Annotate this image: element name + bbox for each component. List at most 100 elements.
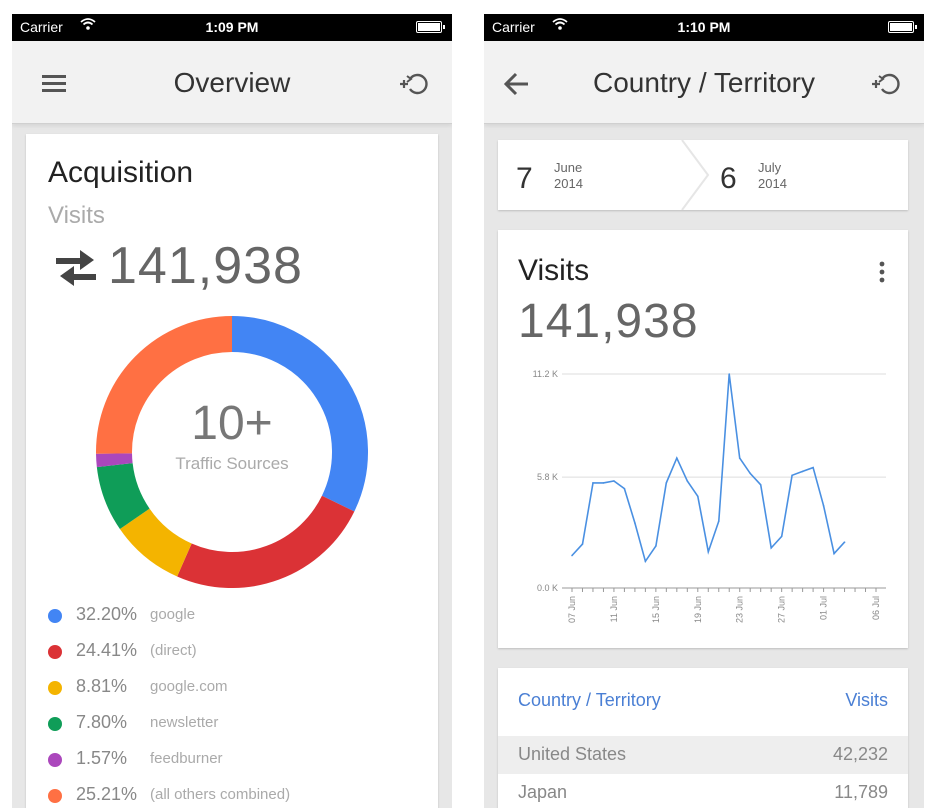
wifi-icon bbox=[552, 17, 568, 34]
end-month: July bbox=[758, 160, 782, 175]
x-tick-label: 23 Jun bbox=[735, 596, 745, 623]
legend-item[interactable]: 25.21% (all others combined) bbox=[48, 784, 428, 808]
legend-item[interactable]: 24.41% (direct) bbox=[48, 640, 428, 676]
data-point[interactable] bbox=[623, 487, 626, 490]
add-segment-icon[interactable] bbox=[868, 67, 902, 101]
donut-slice-all-others-combined[interactable] bbox=[96, 316, 233, 454]
legend-item[interactable]: 32.20% google bbox=[48, 604, 428, 640]
donut-center-label: Traffic Sources bbox=[175, 454, 289, 473]
data-point[interactable] bbox=[833, 552, 835, 555]
date-range-picker[interactable]: 7 June 2014 6 July 2014 bbox=[498, 139, 908, 211]
country-visits: 11,789 bbox=[834, 782, 888, 802]
legend-color-dot bbox=[48, 753, 62, 767]
app-bar: Country / Territory bbox=[484, 41, 924, 124]
visits-series-line bbox=[571, 373, 846, 564]
legend-source: newsletter bbox=[150, 714, 219, 731]
data-point[interactable] bbox=[602, 482, 605, 484]
visits-total: 141,938 bbox=[518, 295, 699, 348]
card-title: Acquisition bbox=[48, 156, 194, 189]
data-point[interactable] bbox=[676, 457, 678, 459]
data-point[interactable] bbox=[581, 543, 584, 545]
data-point[interactable] bbox=[791, 474, 793, 477]
data-point[interactable] bbox=[571, 554, 573, 557]
x-tick-label: 07 Jun bbox=[567, 596, 577, 623]
y-tick-label: 0.0 K bbox=[537, 583, 558, 593]
legend-color-dot bbox=[48, 789, 62, 803]
legend-color-dot bbox=[48, 717, 62, 731]
visits-line-chart[interactable]: 0.0 K 5.8 K 11.2 K 07 Jun 11 Jun 15 Jun 19 Jun… bbox=[498, 360, 908, 648]
data-point[interactable] bbox=[592, 482, 594, 484]
battery-icon bbox=[888, 21, 917, 33]
legend-percent: 7.80% bbox=[76, 712, 128, 732]
start-day: 7 bbox=[516, 162, 533, 195]
country-table: Country / Territory Visits United States… bbox=[498, 668, 908, 808]
country-territory-screen: Carrier 1:10 PM Country / Territory 7 Ju… bbox=[484, 14, 924, 808]
traffic-sources-donut[interactable] bbox=[96, 316, 368, 588]
data-point[interactable] bbox=[822, 505, 825, 507]
page-title: Country / Territory bbox=[593, 67, 815, 98]
start-year: 2014 bbox=[554, 176, 583, 191]
data-point[interactable] bbox=[655, 545, 657, 547]
data-point[interactable] bbox=[613, 480, 615, 482]
donut-slice-google[interactable] bbox=[231, 316, 368, 512]
data-point[interactable] bbox=[759, 484, 762, 486]
donut-slice-direct[interactable] bbox=[177, 495, 355, 588]
end-year: 2014 bbox=[758, 176, 787, 191]
legend-source: feedburner bbox=[150, 750, 223, 767]
data-point[interactable] bbox=[749, 472, 752, 475]
dimension-header[interactable]: Country / Territory bbox=[518, 690, 661, 710]
legend-color-dot bbox=[48, 645, 62, 659]
data-point[interactable] bbox=[644, 560, 647, 563]
add-segment-icon[interactable] bbox=[396, 67, 430, 101]
table-row[interactable]: United States 42,232 bbox=[498, 736, 908, 774]
card-subtitle: Visits bbox=[48, 202, 105, 229]
data-point[interactable] bbox=[801, 470, 804, 473]
y-tick-label: 11.2 K bbox=[533, 369, 558, 379]
back-arrow-icon[interactable] bbox=[502, 67, 536, 101]
overview-screen: Carrier 1:09 PM Overview Acquisition Vis… bbox=[12, 14, 452, 808]
page-title: Overview bbox=[173, 67, 291, 98]
x-tick-label: 06 Jul bbox=[871, 596, 881, 620]
data-point[interactable] bbox=[780, 535, 783, 538]
donut-slice-newsletter[interactable] bbox=[96, 462, 150, 530]
data-point[interactable] bbox=[738, 457, 741, 459]
metric-header[interactable]: Visits bbox=[845, 690, 888, 710]
status-bar: Carrier 1:09 PM bbox=[12, 14, 452, 41]
country-name: United States bbox=[518, 744, 627, 764]
donut-slice-feedburner[interactable] bbox=[96, 453, 133, 468]
data-point[interactable] bbox=[728, 373, 731, 375]
legend-item[interactable]: 8.81% google.com bbox=[48, 676, 428, 712]
data-point[interactable] bbox=[843, 541, 846, 543]
acquisition-card[interactable]: Acquisition Visits 141,938 10+ Traffic S… bbox=[26, 134, 438, 808]
battery-icon bbox=[416, 21, 445, 33]
more-vert-icon[interactable] bbox=[878, 260, 886, 284]
hamburger-menu-icon[interactable] bbox=[40, 67, 74, 101]
donut-center-value: 10+ bbox=[191, 397, 273, 450]
data-point[interactable] bbox=[634, 522, 636, 524]
status-bar: Carrier 1:10 PM bbox=[484, 14, 924, 41]
carrier-label: Carrier bbox=[20, 19, 63, 35]
data-point[interactable] bbox=[665, 482, 668, 484]
status-time: 1:09 PM bbox=[205, 19, 259, 35]
data-point[interactable] bbox=[770, 547, 772, 549]
data-point[interactable] bbox=[696, 495, 699, 498]
visits-total: 141,938 bbox=[108, 237, 303, 295]
data-point[interactable] bbox=[717, 520, 720, 522]
wifi-icon bbox=[80, 17, 96, 34]
app-bar: Overview bbox=[12, 41, 452, 124]
table-row[interactable]: Japan 11,789 bbox=[498, 774, 908, 808]
legend-item[interactable]: 7.80% newsletter bbox=[48, 712, 428, 748]
legend-color-dot bbox=[48, 609, 62, 623]
donut-slice-google-com[interactable] bbox=[119, 508, 193, 577]
data-point[interactable] bbox=[686, 480, 689, 482]
x-tick-label: 27 Jun bbox=[777, 596, 787, 623]
traffic-legend: 32.20% google 24.41% (direct) 8.81% goog… bbox=[48, 604, 428, 808]
status-time: 1:10 PM bbox=[677, 19, 731, 35]
data-point[interactable] bbox=[707, 550, 710, 553]
legend-source: google bbox=[150, 606, 196, 623]
legend-percent: 25.21% bbox=[76, 784, 138, 804]
data-point[interactable] bbox=[812, 466, 814, 469]
legend-item[interactable]: 1.57% feedburner bbox=[48, 748, 428, 784]
legend-percent: 32.20% bbox=[76, 604, 138, 624]
carrier-label: Carrier bbox=[492, 19, 535, 35]
